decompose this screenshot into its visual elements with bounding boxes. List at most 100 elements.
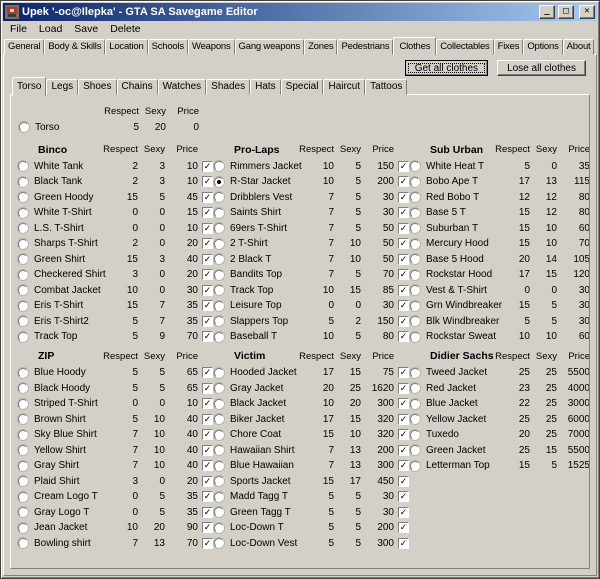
item-checkbox[interactable] <box>398 444 409 456</box>
subtab-haircut[interactable]: Haircut <box>323 79 366 95</box>
tab-collectables[interactable]: Collectables <box>436 39 494 55</box>
item-radio[interactable] <box>18 300 28 311</box>
get-all-clothes-button[interactable]: Get all clothes <box>404 60 489 76</box>
item-radio[interactable] <box>18 316 28 327</box>
item-checkbox[interactable] <box>398 382 409 394</box>
menu-file[interactable]: File <box>10 23 27 35</box>
item-radio[interactable] <box>18 460 28 471</box>
item-checkbox[interactable] <box>398 398 409 410</box>
item-checkbox[interactable] <box>202 367 213 379</box>
minimize-button[interactable]: _ <box>539 5 555 19</box>
item-radio[interactable] <box>214 161 224 172</box>
item-radio[interactable] <box>214 383 224 394</box>
subtab-legs[interactable]: Legs <box>46 79 79 95</box>
subtab-special[interactable]: Special <box>280 79 324 95</box>
item-radio[interactable] <box>410 414 420 425</box>
item-radio[interactable] <box>410 460 420 471</box>
item-radio[interactable] <box>410 445 420 456</box>
tab-weapons[interactable]: Weapons <box>187 39 235 55</box>
subtab-chains[interactable]: Chains <box>116 79 158 95</box>
tab-general[interactable]: General <box>4 39 45 55</box>
tab-options[interactable]: Options <box>523 39 563 55</box>
item-checkbox[interactable] <box>202 269 213 281</box>
titlebar[interactable]: Upek '-oc@Ilepka' - GTA SA Savegame Edit… <box>3 3 597 21</box>
item-radio[interactable] <box>410 285 420 296</box>
item-radio[interactable] <box>18 161 28 172</box>
item-radio[interactable] <box>18 223 28 234</box>
tab-body-skills[interactable]: Body & Skills <box>44 39 106 55</box>
tab-about[interactable]: About <box>562 39 595 55</box>
item-radio[interactable] <box>410 383 420 394</box>
item-checkbox[interactable] <box>202 460 213 472</box>
item-checkbox[interactable] <box>398 207 409 219</box>
item-radio[interactable] <box>214 522 224 533</box>
item-checkbox[interactable] <box>202 284 213 296</box>
item-checkbox[interactable] <box>398 413 409 425</box>
item-checkbox[interactable] <box>202 191 213 203</box>
item-radio[interactable] <box>410 207 420 218</box>
item-radio[interactable] <box>214 238 224 249</box>
item-checkbox[interactable] <box>202 537 213 549</box>
item-checkbox[interactable] <box>202 207 213 219</box>
item-radio[interactable] <box>410 331 420 342</box>
tab-pedestrians[interactable]: Pedestrians <box>337 39 394 55</box>
item-radio[interactable] <box>410 398 420 409</box>
item-radio[interactable] <box>214 254 224 265</box>
item-checkbox[interactable] <box>398 331 409 343</box>
item-checkbox[interactable] <box>202 429 213 441</box>
item-checkbox[interactable] <box>202 382 213 394</box>
item-radio[interactable] <box>18 414 28 425</box>
item-checkbox[interactable] <box>202 413 213 425</box>
lose-all-clothes-button[interactable]: Lose all clothes <box>497 60 586 76</box>
item-checkbox[interactable] <box>398 300 409 312</box>
item-checkbox[interactable] <box>398 429 409 441</box>
item-radio[interactable] <box>214 429 224 440</box>
item-checkbox[interactable] <box>202 475 213 487</box>
tab-schools[interactable]: Schools <box>147 39 188 55</box>
close-button[interactable]: ✕ <box>579 5 595 19</box>
item-radio[interactable] <box>410 223 420 234</box>
item-radio[interactable] <box>214 300 224 311</box>
item-radio[interactable] <box>214 476 224 487</box>
item-checkbox[interactable] <box>202 176 213 188</box>
item-radio[interactable] <box>410 269 420 280</box>
item-checkbox[interactable] <box>398 522 409 534</box>
item-checkbox[interactable] <box>398 491 409 503</box>
subtab-torso[interactable]: Torso <box>12 77 47 96</box>
item-radio[interactable] <box>214 367 224 378</box>
item-checkbox[interactable] <box>398 537 409 549</box>
item-checkbox[interactable] <box>398 367 409 379</box>
tab-fixes[interactable]: Fixes <box>493 39 524 55</box>
item-checkbox[interactable] <box>202 160 213 172</box>
item-checkbox[interactable] <box>202 444 213 456</box>
item-checkbox[interactable] <box>398 222 409 234</box>
item-radio[interactable] <box>18 192 28 203</box>
item-radio[interactable] <box>410 238 420 249</box>
tab-clothes[interactable]: Clothes <box>393 37 437 55</box>
item-radio[interactable] <box>214 414 224 425</box>
subtab-shades[interactable]: Shades <box>206 79 251 95</box>
item-radio[interactable] <box>18 491 28 502</box>
item-radio[interactable] <box>18 207 28 218</box>
item-radio[interactable] <box>214 269 224 280</box>
item-radio[interactable] <box>214 331 224 342</box>
item-radio[interactable] <box>18 476 28 487</box>
item-checkbox[interactable] <box>398 284 409 296</box>
item-checkbox[interactable] <box>398 238 409 250</box>
item-radio[interactable] <box>18 269 28 280</box>
item-radio[interactable] <box>18 383 28 394</box>
item-checkbox[interactable] <box>202 253 213 265</box>
item-radio[interactable] <box>214 316 224 327</box>
maximize-button[interactable]: □ <box>558 5 574 19</box>
item-radio[interactable] <box>18 445 28 456</box>
item-checkbox[interactable] <box>398 460 409 472</box>
item-checkbox[interactable] <box>202 300 213 312</box>
item-radio[interactable] <box>214 507 224 518</box>
item-radio[interactable] <box>410 176 420 187</box>
item-checkbox[interactable] <box>202 315 213 327</box>
item-checkbox[interactable] <box>398 253 409 265</box>
item-radio[interactable] <box>18 538 28 549</box>
torso-radio[interactable] <box>19 122 29 133</box>
item-radio[interactable] <box>18 285 28 296</box>
item-radio[interactable] <box>18 507 28 518</box>
